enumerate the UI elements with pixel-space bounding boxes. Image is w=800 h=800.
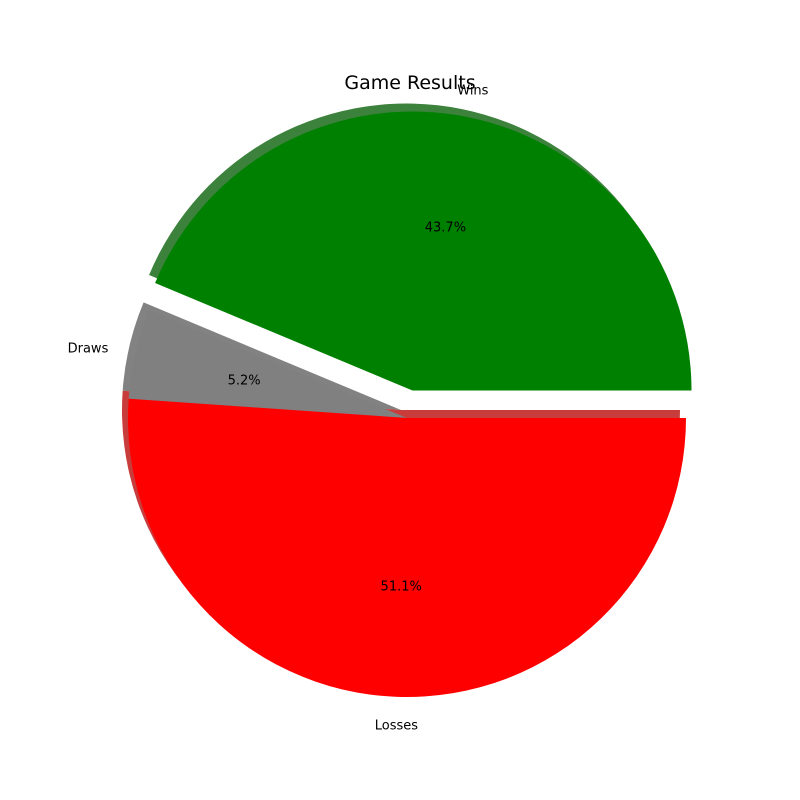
pie-value-losses: 51.1% xyxy=(381,579,422,594)
chart-title: Game Results xyxy=(344,72,475,94)
pie-slice-losses xyxy=(127,398,687,698)
pie-slices xyxy=(127,111,692,698)
pie-value-wins: 43.7% xyxy=(425,220,466,235)
pie-slice-draws xyxy=(128,310,407,418)
pie-slice-wins xyxy=(155,111,692,391)
pie-value-draws: 5.2% xyxy=(228,373,261,388)
pie-labels: Wins 43.7% Draws 5.2% Losses 51.1% xyxy=(68,84,489,734)
pie-label-wins: Wins xyxy=(457,84,488,99)
pie-label-losses: Losses xyxy=(375,719,419,734)
pie-label-draws: Draws xyxy=(68,341,109,356)
